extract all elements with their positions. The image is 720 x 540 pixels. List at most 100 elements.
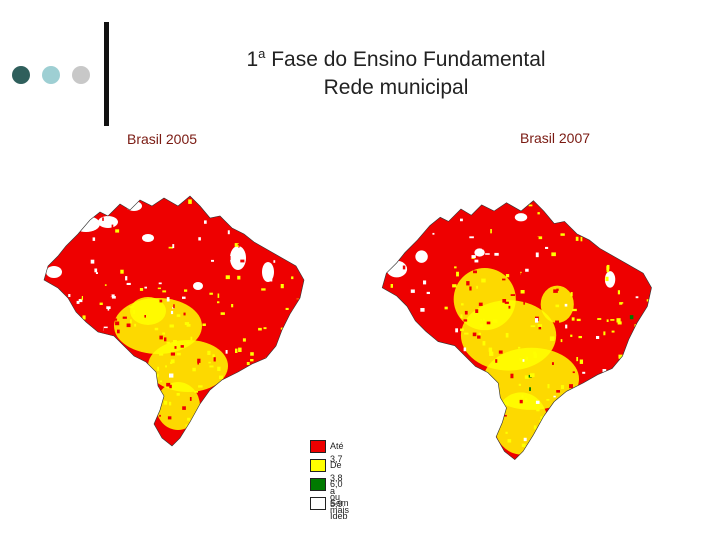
municipality [575,236,579,241]
municipality [98,408,102,412]
municipality [59,299,62,303]
municipality [192,367,196,372]
municipality [237,275,241,280]
municipality [301,362,304,366]
decor-vertical-bar [104,22,109,126]
municipality [389,347,393,350]
municipality [519,399,523,404]
municipality [284,344,287,347]
municipality [57,216,59,220]
municipality [517,227,521,231]
municipality [239,230,245,232]
municipality [304,398,306,400]
municipality [580,413,583,415]
municipality [635,296,639,299]
municipality [471,390,475,394]
white-zone [193,282,203,290]
municipality [579,436,583,441]
municipality [430,343,434,346]
municipality [58,446,61,450]
white-zone [604,271,616,288]
municipality [550,274,553,280]
municipality [413,370,416,373]
municipality [292,313,295,318]
municipality [539,428,544,432]
municipality [621,450,627,455]
municipality [203,228,208,232]
municipality [205,389,209,392]
municipality [652,364,655,366]
municipality [185,210,189,213]
municipality [176,314,181,317]
municipality [401,402,404,406]
municipality [456,271,459,277]
municipality [102,344,106,349]
municipality [110,294,115,298]
municipality [266,305,269,308]
municipality [290,345,294,349]
municipality [141,427,145,432]
municipality [405,451,410,456]
municipality [55,227,58,232]
municipality [633,260,638,264]
municipality [394,217,399,220]
municipality [539,460,542,463]
municipality [563,217,568,221]
municipality [608,409,612,414]
municipality [159,335,163,340]
municipality [138,225,143,230]
municipality [406,415,411,421]
municipality [576,357,579,362]
municipality [285,428,288,431]
municipality [256,201,259,204]
municipality [479,323,483,328]
municipality [70,316,73,320]
municipality [49,329,52,332]
municipality [197,413,203,417]
municipality [539,420,542,423]
municipality [460,328,464,332]
municipality [51,313,55,316]
municipality [148,256,152,259]
municipality [634,301,638,306]
municipality [392,398,397,403]
municipality [94,243,98,247]
municipality [428,414,431,417]
municipality [649,285,652,290]
municipality [258,219,262,222]
municipality [404,353,409,357]
municipality [574,454,577,458]
municipality [633,403,636,406]
municipality [50,308,55,312]
municipality [505,274,510,278]
municipality [255,220,260,225]
municipality [587,264,591,267]
municipality [255,201,260,205]
municipality [270,284,273,288]
municipality [304,364,307,366]
municipality [406,404,410,408]
municipality [269,393,273,397]
municipality [285,294,290,296]
municipality [585,418,590,422]
municipality [586,399,590,403]
municipality [111,296,116,299]
municipality [122,430,125,433]
municipality [221,421,225,424]
municipality [237,282,241,285]
municipality [107,306,110,311]
municipality [442,434,447,439]
municipality [90,419,93,425]
municipality [144,315,146,318]
municipality [108,448,110,453]
municipality [170,361,173,364]
municipality [258,289,263,294]
municipality [466,281,470,286]
municipality [434,379,439,384]
municipality [516,209,519,212]
municipality [86,243,89,246]
municipality [132,419,137,423]
municipality [424,343,428,347]
municipality [170,310,174,315]
municipality [389,361,393,367]
